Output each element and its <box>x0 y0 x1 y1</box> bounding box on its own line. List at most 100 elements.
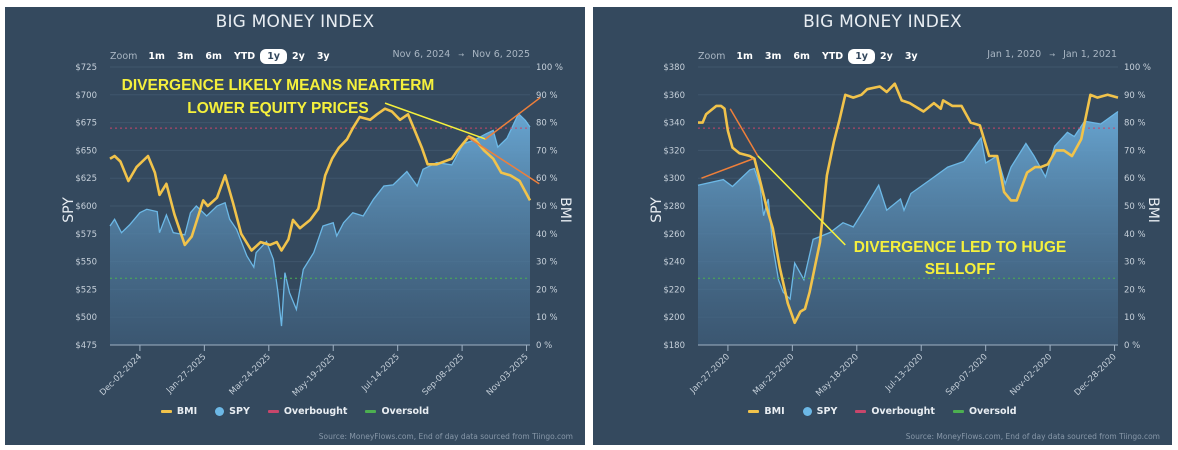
zoom-button-1m[interactable]: 1m <box>148 50 165 62</box>
y-tick-label-right: 100 % <box>536 63 563 73</box>
date-range: Jan 1, 2020 → Jan 1, 2021 <box>987 49 1117 60</box>
legend-label: BMI <box>764 406 785 417</box>
legend-item-oversold[interactable]: Oversold <box>365 406 429 417</box>
chart-plot: $380 100 % $360 90 % $340 80 % $320 70 % $300 60 … <box>649 63 1161 399</box>
y-tick-label-right: 60 % <box>1124 174 1146 184</box>
zoom-button-3m[interactable]: 3m <box>176 50 194 62</box>
range-to[interactable]: Nov 6, 2025 <box>472 49 530 60</box>
legend-item-spy[interactable]: SPY <box>215 406 250 417</box>
zoom-button-2y[interactable]: 2y <box>880 50 893 62</box>
annotation-line <box>484 96 541 140</box>
spy-line <box>109 112 531 327</box>
y-tick-label-left: $700 <box>75 91 97 101</box>
y-tick-label-right: 40 % <box>1124 230 1146 240</box>
y-axis-title-left: SPY <box>649 197 665 223</box>
annotation-line <box>701 158 754 179</box>
chart-title: BIG MONEY INDEX <box>803 12 962 32</box>
y-tick-label-left: $600 <box>75 202 97 212</box>
x-tick-label: Sep-07-2020 <box>944 352 990 398</box>
y-tick-label-right: 30 % <box>536 258 558 268</box>
zoom-button-ytd[interactable]: YTD <box>821 50 844 62</box>
spy-area <box>698 111 1118 345</box>
annotation-line <box>384 102 487 140</box>
x-tick-label: Dec-02-2024 <box>98 352 144 398</box>
y-axis-title-right: BMI <box>1145 197 1161 223</box>
legend-dot-icon <box>215 407 225 416</box>
legend-label: Oversold <box>381 406 430 417</box>
y-axis-title-left: SPY <box>61 197 77 223</box>
legend-item-oversold[interactable]: Oversold <box>952 406 1017 417</box>
y-tick-label-right: 100 % <box>1124 63 1151 73</box>
chart-plot: $725 100 % $700 90 % $675 80 % $650 70 % $625 60 … <box>61 63 573 399</box>
range-from[interactable]: Jan 1, 2020 <box>987 49 1042 60</box>
annotation-text: DIVERGENCE LIKELY MEANS NEARTERM <box>122 77 435 94</box>
y-tick-label-right: 40 % <box>536 230 558 240</box>
zoom-label: Zoom <box>698 50 726 62</box>
x-tick-label: Nov-03-2025 <box>485 352 531 398</box>
zoom-button-6m[interactable]: 6m <box>793 50 810 62</box>
legend-item-overbought[interactable]: Overbought <box>267 406 347 417</box>
bmi-line <box>698 82 1119 325</box>
zoom-button-3y[interactable]: 3y <box>316 50 330 62</box>
y-tick-label-left: $575 <box>75 230 97 240</box>
zoom-button-6m[interactable]: 6m <box>205 50 222 62</box>
y-tick-label-right: 20 % <box>1124 285 1146 295</box>
range-to[interactable]: Jan 1, 2021 <box>1063 49 1117 60</box>
legend-line-icon <box>365 410 377 413</box>
zoom-button-3m[interactable]: 3m <box>764 50 782 62</box>
zoom-selector: Zoom 1m 3m 6m YTD 1y 2y 3y <box>110 48 342 64</box>
x-tick-label: Nov-02-2020 <box>1008 352 1054 398</box>
y-tick-label-left: $340 <box>663 119 685 129</box>
y-tick-label-left: $240 <box>663 258 685 268</box>
y-tick-label-right: 70 % <box>1124 146 1146 156</box>
zoom-selector: Zoom 1m 3m 6m YTD 1y 2y 3y <box>698 48 930 64</box>
x-tick-label: Jul-13-2020 <box>883 352 925 394</box>
y-tick-label-right: 90 % <box>536 91 558 101</box>
y-tick-label-left: $500 <box>75 313 97 323</box>
legend-item-overbought[interactable]: Overbought <box>855 406 935 417</box>
zoom-button-1m[interactable]: 1m <box>736 50 753 62</box>
y-tick-label-left: $180 <box>663 341 685 351</box>
y-tick-label-left: $675 <box>75 119 97 129</box>
zoom-button-1y[interactable]: 1y <box>848 48 875 64</box>
legend-line-icon <box>267 410 279 413</box>
range-from[interactable]: Nov 6, 2024 <box>392 49 451 60</box>
legend-item-bmi[interactable]: BMI <box>748 406 785 417</box>
y-tick-label-right: 90 % <box>1124 91 1146 101</box>
x-tick-label: May-18-2020 <box>814 352 861 399</box>
y-tick-label-right: 10 % <box>536 313 558 323</box>
y-tick-label-left: $475 <box>75 341 97 351</box>
chart-legend: BMI SPY Overbought Oversold <box>593 406 1172 417</box>
y-tick-label-left: $280 <box>663 202 685 212</box>
zoom-button-1y[interactable]: 1y <box>260 48 287 64</box>
y-tick-label-left: $725 <box>75 63 97 73</box>
y-tick-label-right: 20 % <box>536 285 558 295</box>
bmi-chart-panel-2020: BIG MONEY INDEX Zoom 1m 3m 6m YTD 1y 2y 3y Jan 1,… <box>593 7 1172 445</box>
chart-legend: BMI SPY Overbought Oversold <box>5 406 585 417</box>
annotation-line <box>757 155 846 246</box>
y-tick-label-left: $525 <box>75 285 97 295</box>
y-tick-label-left: $625 <box>75 174 97 184</box>
x-tick-label: Mar-23-2020 <box>751 352 796 397</box>
zoom-button-3y[interactable]: 3y <box>904 50 918 62</box>
date-range: Nov 6, 2024 → Nov 6, 2025 <box>392 49 530 60</box>
y-tick-label-left: $650 <box>75 146 97 156</box>
spy-area <box>110 113 530 345</box>
y-tick-label-left: $200 <box>663 313 685 323</box>
annotation-line <box>729 108 759 157</box>
legend-item-spy[interactable]: SPY <box>802 406 838 417</box>
range-separator: → <box>458 51 465 59</box>
y-tick-label-right: 0 % <box>1124 341 1140 351</box>
y-tick-label-left: $380 <box>663 63 685 73</box>
y-tick-label-left: $320 <box>663 146 685 156</box>
source-credit: Source: MoneyFlows.com, End of day data … <box>318 432 573 441</box>
zoom-button-ytd[interactable]: YTD <box>233 50 256 62</box>
y-tick-label-right: 0 % <box>536 341 552 351</box>
zoom-button-2y[interactable]: 2y <box>292 50 305 62</box>
legend-label: Oversold <box>968 406 1017 417</box>
legend-label: SPY <box>816 406 838 417</box>
y-tick-label-right: 80 % <box>1124 119 1146 129</box>
bmi-line <box>109 107 532 252</box>
legend-item-bmi[interactable]: BMI <box>160 406 197 417</box>
y-tick-label-left: $550 <box>75 258 97 268</box>
